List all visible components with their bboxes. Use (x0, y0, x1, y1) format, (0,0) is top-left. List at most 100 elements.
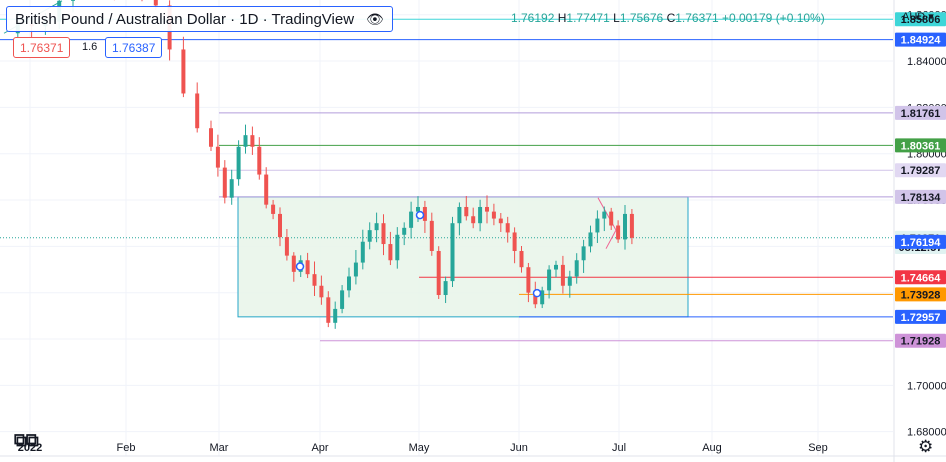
horizontal-levels[interactable] (0, 0, 893, 342)
candle-body (574, 260, 579, 277)
candle-body (215, 146, 220, 168)
time-tick-label: Aug (702, 442, 722, 454)
high-label: H (557, 11, 567, 25)
close-value: 1.76371 (675, 11, 719, 25)
candle-body (547, 269, 552, 291)
candle-body (609, 211, 614, 226)
candle-body (429, 220, 434, 251)
symbol-legend[interactable]: British Pound / Australian Dollar · 1D ·… (6, 6, 393, 32)
range-box-rect[interactable] (237, 196, 689, 318)
range-box[interactable] (237, 196, 689, 318)
candle-body (243, 135, 248, 147)
low-value: 1.75676 (619, 11, 664, 25)
candle-body (478, 206, 483, 224)
price-label-text: 1.84924 (901, 35, 942, 47)
bid-button[interactable]: 1.76371 (13, 37, 71, 58)
time-tick-label: Feb (117, 442, 136, 454)
price-label-text: 1.73928 (901, 289, 941, 301)
candle-body (395, 234, 400, 261)
price-label-text: 1.85806 (901, 14, 941, 26)
time-tick-label: 2022 (18, 442, 42, 454)
symbol-title: British Pound / Australian Dollar · 1D ·… (15, 10, 355, 28)
price-label-text: 1.74664 (901, 272, 942, 284)
candle-body (581, 246, 586, 261)
candle-body (284, 237, 289, 256)
gear-icon[interactable]: ⚙ (918, 437, 934, 456)
price-tick-label: 1.70000 (907, 380, 946, 392)
candle-body (450, 223, 455, 282)
candle-body (71, 0, 75, 1)
candle-body (222, 167, 227, 198)
price-label-badge (895, 105, 946, 120)
candle-body (264, 174, 269, 205)
candle-body (381, 223, 386, 245)
candle-body (374, 223, 379, 231)
open-value: 1.76192 (511, 11, 555, 25)
ask-button[interactable]: 1.76387 (105, 37, 163, 58)
price-label-badge (895, 234, 946, 249)
candle-body (250, 135, 255, 147)
candle-body (512, 232, 517, 251)
candle-body (422, 206, 427, 221)
eye-icon[interactable]: 👁 (366, 10, 384, 27)
candle-body (519, 250, 524, 268)
candle-body (588, 232, 593, 247)
candle-body (326, 297, 331, 323)
alert-marker-icon (295, 262, 305, 271)
price-label-text: 1.81761 (901, 108, 941, 120)
candle-body (505, 223, 510, 233)
price-label-badge (895, 287, 946, 302)
price-label-badge (895, 163, 946, 178)
time-tick-label: Apr (311, 442, 328, 454)
candle-body (560, 264, 565, 286)
candle-body (567, 276, 572, 286)
price-label-text: 1.80361 (901, 140, 941, 152)
price-tick-label: 1.84000 (907, 56, 946, 68)
time-tick-label: Sep (808, 442, 828, 454)
candle-body (209, 128, 213, 147)
time-tick-label: Jul (612, 442, 626, 454)
candle-body (278, 213, 282, 238)
time-tick-label: May (409, 442, 430, 454)
price-label-text: 1.79287 (901, 165, 941, 177)
spread-value: 1.6 (82, 41, 98, 53)
candle-body (623, 213, 627, 240)
candle-body (595, 218, 600, 233)
change-value: +0.00179 (+0.10%) (721, 11, 825, 25)
candle-body (436, 250, 441, 296)
high-value: 1.77471 (566, 11, 610, 25)
candle-body (312, 274, 317, 286)
candle-body (533, 292, 538, 305)
candle-body (305, 260, 310, 275)
candle-body (491, 211, 496, 219)
price-label-badge (895, 32, 946, 47)
price-label-badge (895, 189, 946, 204)
price-label-badge (895, 138, 946, 153)
candle-body (291, 255, 296, 272)
candle-body (526, 267, 531, 293)
candle-body (498, 218, 503, 224)
time-axis[interactable]: 2022 Feb Mar Apr May Jun Jul Aug Sep (18, 442, 828, 454)
price-label-text: 1.71928 (901, 336, 941, 348)
price-label-badge (895, 333, 946, 348)
price-tick-label: 1.68000 (907, 427, 946, 439)
candle-body (229, 179, 234, 198)
candle-body (602, 211, 607, 219)
low-label: L (613, 11, 620, 25)
candle-body (554, 264, 558, 270)
candle-body (443, 281, 448, 296)
price-axis[interactable]: 1.860001.840001.820001.800001.780001.760… (907, 10, 946, 439)
price-label-badge (895, 270, 946, 285)
alert-marker-icon (532, 288, 542, 298)
price-label-badge (895, 12, 946, 27)
tradingview-logo-icon[interactable]: ⧉⧉ (14, 430, 39, 450)
candle-body (457, 206, 462, 224)
candle-body (319, 285, 324, 298)
currency-menu[interactable]: AUD ▾ (902, 10, 934, 23)
ohlc-readout: 1.76192 H1.77471 L1.75676 C1.76371 +0.00… (511, 11, 825, 25)
price-label-badge (895, 309, 946, 324)
price-label-text: 1.76194 (901, 237, 942, 249)
candle-body (540, 290, 545, 305)
candle-body (340, 290, 345, 309)
